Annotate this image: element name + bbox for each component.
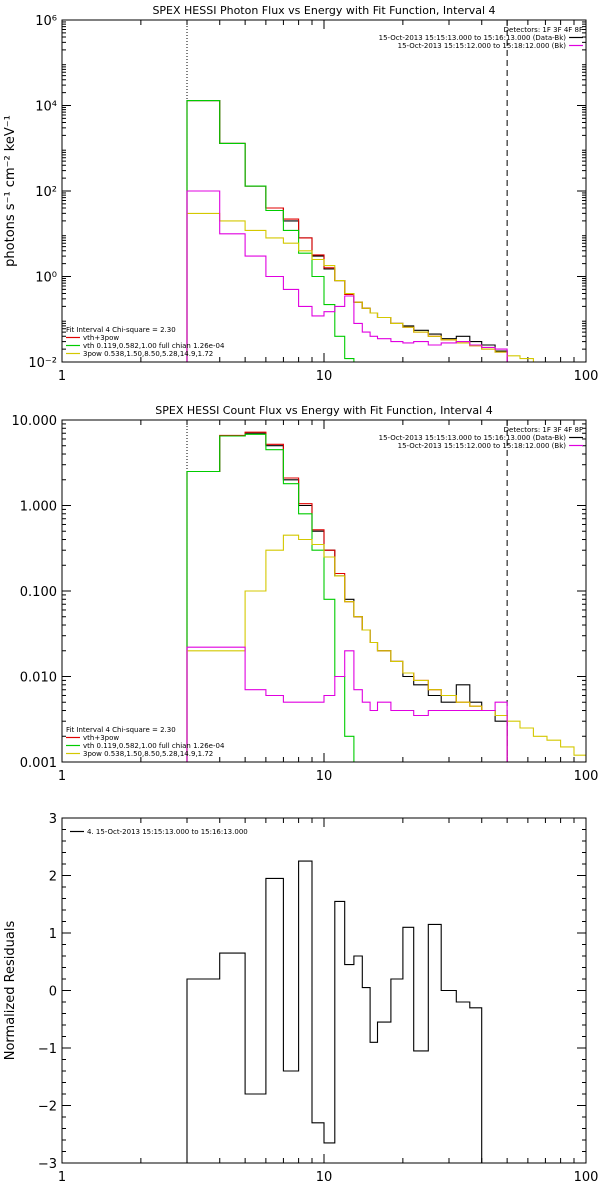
y-tick-label: 1.000 [20, 500, 57, 515]
x-tick-label: 100 [574, 369, 599, 384]
series-vth-3pow-line [186, 431, 508, 762]
legend-label: 15-Oct-2013 15:15:12.000 to 15:18:12.000… [398, 42, 567, 50]
legend-label: 15-Oct-2013 15:15:12.000 to 15:18:12.000… [398, 442, 567, 450]
series-group [186, 100, 562, 362]
y-tick-label: −1 [38, 1042, 57, 1057]
y-tick-label: 0.100 [20, 585, 57, 600]
chart-panel-2: SPEX HESSI Count Flux vs Energy with Fit… [12, 404, 599, 784]
y-tick-label: 3 [49, 812, 57, 827]
y-tick-label: 10.000 [12, 414, 58, 429]
series-3pow-line [186, 212, 562, 362]
legend-header: Fit Interval 4 Chi-square = 2.30 [66, 326, 176, 334]
plot-frame [61, 817, 587, 1164]
chart-panel-3: 1 10 100 −3 −2 −1 0 1 2 3 Normalized Residuals 4. 1… [3, 812, 598, 1185]
legend-header: Fit Interval 4 Chi-square = 2.30 [66, 726, 176, 734]
legend-label: 4. 15-Oct-2013 15:15:13.000 to 15:16:13.… [87, 828, 248, 836]
legend-label: vth 0.119,0.582,1.00 full chian 1.26e-04 [83, 342, 225, 350]
x-tick-label: 100 [574, 1170, 599, 1185]
y-tick-label: 1 [49, 927, 57, 942]
series-bk-line [186, 646, 508, 762]
legend-legend_bottom: Fit Interval 4 Chi-square = 2.30vth+3pow… [66, 326, 225, 358]
y-tick-label: 10⁻² [28, 356, 57, 371]
legend-label: 3pow 0.538,1.50,8.50,5.28,14.9,1.72 [83, 750, 213, 758]
x-tick-label: 1 [58, 369, 66, 384]
y-axis-label: Normalized Residuals [3, 921, 18, 1061]
series-vth-3pow-line [186, 100, 508, 362]
x-tick-label: 10 [316, 1170, 333, 1185]
y-tick-label: −2 [38, 1100, 57, 1115]
x-tick-label: 10 [316, 369, 333, 384]
legend-label: 3pow 0.538,1.50,8.50,5.28,14.9,1.72 [83, 350, 213, 358]
legend-legend: 4. 15-Oct-2013 15:15:13.000 to 15:16:13.… [70, 828, 248, 836]
series-group [186, 860, 483, 1163]
legend-label: vth 0.119,0.582,1.00 full chian 1.26e-04 [83, 742, 225, 750]
legend-header: Detectors: 1F 3F 4F 8F [504, 26, 583, 34]
series-data-bk-line [186, 100, 508, 362]
y-tick-label: 2 [49, 870, 57, 885]
y-axis-label: photons s⁻¹ cm⁻² keV⁻¹ [3, 115, 18, 267]
y-tick-label: 10⁰ [35, 271, 57, 286]
legend-label: vth+3pow [83, 734, 119, 742]
series-data-bk-line [186, 432, 508, 762]
y-tick-label: 10² [35, 185, 57, 200]
x-tick-label: 10 [316, 769, 333, 784]
y-tick-label: −3 [38, 1157, 57, 1172]
x-tick-label: 1 [58, 1170, 66, 1185]
series-group [186, 431, 586, 762]
legend-legend_bottom: Fit Interval 4 Chi-square = 2.30vth+3pow… [66, 726, 225, 758]
y-tick-label: 0.001 [20, 756, 57, 771]
x-tick-label: 100 [574, 769, 599, 784]
series-3pow-line [186, 534, 586, 762]
series-vth-line [186, 433, 355, 762]
plot-frame [61, 19, 587, 363]
x-tick-label: 1 [58, 769, 66, 784]
legend-label: vth+3pow [83, 334, 119, 342]
legend-label: 15-Oct-2013 15:15:13.000 to 15:16:13.000… [379, 34, 567, 42]
y-tick-label: 0 [49, 985, 57, 1000]
legend-header: Detectors: 1F 3F 4F 8F [504, 426, 583, 434]
plot-frame [61, 419, 587, 763]
chart-title: SPEX HESSI Photon Flux vs Energy with Fi… [152, 4, 495, 17]
y-tick-label: 10⁴ [35, 100, 57, 115]
series-4-15-oct-2013-15-15-13-000-to-15-16-13-000-line [186, 860, 483, 1163]
series-bk-line [186, 190, 508, 362]
chart-panel-1: SPEX HESSI Photon Flux vs Energy with Fi… [3, 4, 598, 384]
y-tick-label: 0.010 [20, 671, 57, 686]
chart-title: SPEX HESSI Count Flux vs Energy with Fit… [155, 404, 492, 417]
series-vth-line [186, 100, 355, 362]
legend-label: 15-Oct-2013 15:15:13.000 to 15:16:13.000… [379, 434, 567, 442]
y-tick-label: 10⁶ [35, 14, 57, 29]
